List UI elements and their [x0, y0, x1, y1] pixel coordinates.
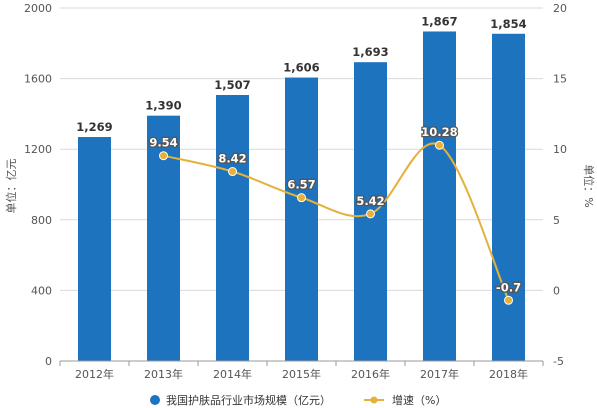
bar-value-label: 1,269	[76, 120, 112, 134]
y-tick-label-right: -5	[553, 355, 564, 368]
bar	[423, 31, 456, 362]
y-tick-label-left: 2000	[24, 2, 52, 15]
y-tick-label-left: 400	[31, 284, 52, 297]
growth-point	[366, 209, 375, 219]
axes: 0 400 800 1200 1600 2000 -5 0 5 10 15 20 2012年 2013年 2…	[24, 2, 567, 381]
line-series	[159, 140, 513, 305]
bar-value-label: 1,390	[145, 99, 181, 113]
x-tick-label: 2018年	[489, 367, 528, 381]
growth-line	[163, 142, 510, 301]
growth-point	[159, 151, 168, 161]
y-tick-label-right: 10	[553, 143, 567, 156]
legend: 我国护肤品行业市场规模（亿元） 增速（%）	[150, 393, 446, 407]
y-tick-label-left: 800	[31, 214, 52, 227]
legend-line-label: 增速（%）	[392, 393, 446, 407]
x-tick-label: 2016年	[351, 367, 390, 381]
growth-point	[228, 167, 237, 177]
data-labels: 1,269 1,390 1,507 1,606 1,693 1,867 1,854 9.54 8…	[76, 14, 526, 295]
x-tick-label: 2017年	[420, 367, 459, 381]
legend-bar-label: 我国护肤品行业市场规模（亿元）	[166, 393, 331, 407]
y-tick-label-left: 1600	[24, 73, 52, 86]
bar-value-label: 1,507	[214, 78, 250, 92]
legend-bar-marker	[150, 395, 160, 405]
bar-value-label: 1,854	[490, 17, 526, 31]
y-tick-label-left: 0	[45, 355, 52, 368]
growth-value-label: 5.42	[356, 194, 384, 208]
growth-value-label: 9.54	[149, 136, 177, 150]
x-tick-label: 2013年	[144, 367, 183, 381]
x-tick-label: 2015年	[282, 367, 321, 381]
y-tick-label-right: 0	[553, 284, 560, 297]
y-tick-label-right: 20	[553, 2, 567, 15]
y-axis-title-left: 单位：亿元	[4, 159, 18, 214]
bar	[492, 33, 525, 361]
bar-value-label: 1,693	[352, 45, 388, 59]
growth-point	[297, 193, 306, 203]
y-tick-label-right: 15	[553, 73, 567, 86]
y-tick-label-right: 5	[553, 214, 560, 227]
growth-value-label: 8.42	[218, 152, 246, 166]
bar	[78, 137, 111, 361]
x-tick-label: 2014年	[213, 367, 252, 381]
x-tick-label: 2012年	[75, 367, 114, 381]
bar-series	[78, 31, 525, 362]
bar-value-label: 1,606	[283, 61, 319, 75]
y-tick-label-left: 1200	[24, 143, 52, 156]
growth-point	[504, 295, 513, 305]
y-axis-title-right: 单位：%	[582, 164, 596, 207]
bar-value-label: 1,867	[421, 14, 457, 28]
bar	[285, 77, 318, 361]
legend-line-dot	[370, 396, 378, 404]
growth-value-label: 10.28	[421, 125, 457, 139]
growth-value-label: 6.57	[287, 178, 315, 192]
bar	[216, 95, 249, 362]
growth-point	[435, 140, 444, 150]
growth-value-label: -0.7	[496, 280, 521, 294]
